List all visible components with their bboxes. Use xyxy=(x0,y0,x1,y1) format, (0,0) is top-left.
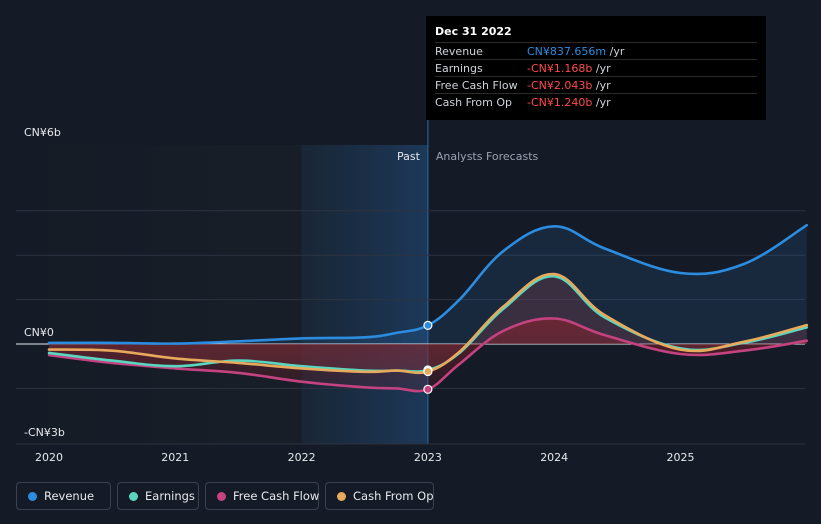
tooltip-row-free-cash-flow: Free Cash Flow -CN¥2.043b /yr xyxy=(435,76,757,94)
y-axis-label-zero: CN¥0 xyxy=(24,326,54,339)
tooltip-label: Earnings xyxy=(435,62,483,75)
legend-dot-icon xyxy=(28,492,37,501)
x-tick-label: 2025 xyxy=(667,451,695,464)
marker-cash-from-op xyxy=(423,366,433,377)
series-line-revenue xyxy=(47,223,809,345)
tooltip-value: CN¥837.656m /yr xyxy=(527,45,625,58)
y-axis-label-top: CN¥6b xyxy=(24,126,61,139)
area-revenue xyxy=(49,225,807,344)
area-cash-from-op xyxy=(49,274,807,373)
tooltip-label: Free Cash Flow xyxy=(435,79,518,92)
x-tick-label: 2022 xyxy=(288,451,316,464)
tooltip-value: -CN¥1.240b /yr xyxy=(527,96,611,109)
legend-label: Earnings xyxy=(145,489,195,503)
tooltip-value: -CN¥1.168b /yr xyxy=(527,62,611,75)
legend-label: Revenue xyxy=(44,489,95,503)
forecast-label: Analysts Forecasts xyxy=(436,150,539,163)
legend-dot-icon xyxy=(129,492,138,501)
tooltip-value: -CN¥2.043b /yr xyxy=(527,79,611,92)
legend-item-revenue[interactable]: Revenue xyxy=(16,482,111,510)
area-free-cash-flow xyxy=(49,318,807,392)
tooltip-label: Revenue xyxy=(435,45,483,58)
tooltip-row-earnings: Earnings -CN¥1.168b /yr xyxy=(435,59,757,77)
legend-item-cash-from-op[interactable]: Cash From Op xyxy=(325,482,434,510)
marker-revenue xyxy=(423,320,433,330)
tooltip-row-revenue: Revenue CN¥837.656m /yr xyxy=(435,42,757,60)
legend-dot-icon xyxy=(337,492,346,501)
legend-dot-icon xyxy=(217,492,226,501)
past-label: Past xyxy=(397,150,421,163)
tooltip-label: Cash From Op xyxy=(435,96,513,109)
x-tick-label: 2024 xyxy=(540,451,568,464)
legend-item-earnings[interactable]: Earnings xyxy=(117,482,199,510)
x-tick-label: 2020 xyxy=(35,451,63,464)
y-axis-label-bottom: -CN¥3b xyxy=(24,426,65,439)
tooltip-row-cash-from-op: Cash From Op -CN¥1.240b /yr xyxy=(435,93,757,111)
x-tick-label: 2021 xyxy=(161,451,189,464)
series-line-cash-from-op xyxy=(47,272,809,375)
tooltip: Dec 31 2022 Revenue CN¥837.656m /yr Earn… xyxy=(426,16,766,120)
highlight-region xyxy=(301,145,428,444)
legend-label: Free Cash Flow xyxy=(233,489,320,503)
legend-label: Cash From Op xyxy=(353,489,434,503)
x-tick-label: 2023 xyxy=(414,451,442,464)
marker-free-cash-flow xyxy=(423,384,433,394)
tooltip-date: Dec 31 2022 xyxy=(435,25,512,38)
legend-item-free-cash-flow[interactable]: Free Cash Flow xyxy=(205,482,319,510)
